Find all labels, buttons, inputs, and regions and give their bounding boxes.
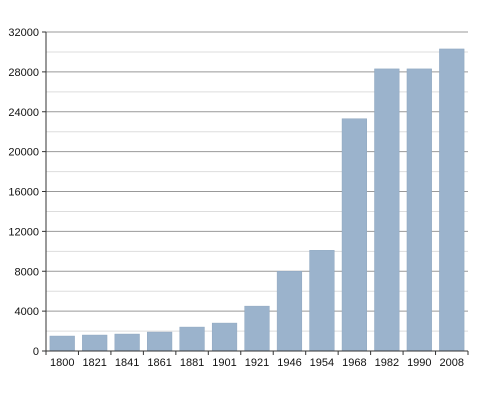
x-tick-label: 1968: [342, 357, 366, 369]
bar-1921: [244, 305, 270, 352]
bar-1821: [82, 334, 108, 352]
x-tick-label: 1881: [180, 357, 204, 369]
bar-2008: [439, 48, 465, 352]
y-tick-label: 8000: [15, 266, 39, 278]
x-tick-label: 1841: [115, 357, 139, 369]
x-tick-label: 2008: [440, 357, 464, 369]
bar-1861: [147, 331, 173, 352]
x-tick-label: 1946: [277, 357, 301, 369]
x-tick-label: 1921: [245, 357, 269, 369]
x-tick-labels: 1800 1821 1841 1861 1881 1901 1921 1946 1954 1968…: [50, 357, 464, 369]
y-tick-label: 20000: [8, 147, 39, 159]
x-tick-label: 1821: [82, 357, 106, 369]
x-tick-label: 1901: [212, 357, 236, 369]
y-tick-label: 24000: [8, 107, 39, 119]
bar-1968: [341, 118, 367, 352]
y-tick-label: 12000: [8, 226, 39, 238]
x-tick-label: 1954: [310, 357, 334, 369]
x-tick-label: 1861: [147, 357, 171, 369]
y-tick-label: 16000: [8, 187, 39, 199]
bar-1841: [114, 333, 140, 352]
y-tick-label: 28000: [8, 67, 39, 79]
bar-1901: [211, 322, 238, 352]
bar-1982: [374, 68, 400, 352]
x-tick-label: 1800: [50, 357, 74, 369]
bar-1990: [406, 68, 432, 352]
minor-gridlines: [46, 51, 468, 332]
y-tick-labels: 0 4000 8000 12000 16000 20000 24000 28000 32000: [8, 27, 39, 358]
bar-1800: [49, 335, 75, 352]
major-gridlines: [46, 31, 468, 352]
bar-1946: [276, 271, 303, 352]
bar-1954: [309, 250, 335, 352]
y-tick-label: 0: [33, 346, 39, 358]
x-tick-label: 1990: [407, 357, 431, 369]
y-tick-label: 32000: [8, 27, 39, 39]
x-tick-label: 1982: [375, 357, 399, 369]
bar-1881: [179, 326, 205, 352]
axes: [42, 31, 469, 355]
y-tick-label: 4000: [15, 306, 39, 318]
bars: [49, 48, 465, 352]
